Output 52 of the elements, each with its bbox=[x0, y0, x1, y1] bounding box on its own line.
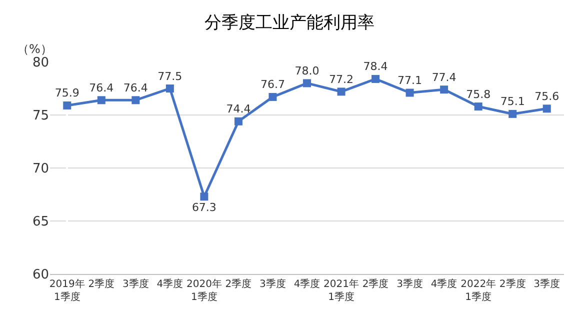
data-label: 75.8 bbox=[466, 88, 491, 101]
point bbox=[268, 92, 277, 101]
point bbox=[166, 84, 174, 92]
y-tick-label: 60 bbox=[32, 268, 49, 283]
y-axis-title: （%） bbox=[17, 42, 52, 56]
data-label: 77.2 bbox=[329, 72, 354, 86]
point bbox=[474, 102, 482, 111]
data-label: 77.5 bbox=[158, 70, 182, 83]
x-tick-label: 2季度 bbox=[362, 278, 389, 290]
x-tick-label: 4季度 bbox=[294, 278, 320, 290]
data-label: 75.6 bbox=[534, 90, 560, 103]
y-tick-label: 70 bbox=[32, 162, 49, 177]
point bbox=[508, 110, 517, 118]
y-tick-label: 65 bbox=[32, 214, 49, 230]
data-label: 77.1 bbox=[398, 74, 422, 87]
data-label: 74.4 bbox=[226, 102, 251, 116]
x-tick-label: 3季度 bbox=[122, 278, 149, 290]
x-tick-label: 2020年 1季度 bbox=[186, 278, 222, 303]
x-tick-label: 2季度 bbox=[499, 278, 526, 290]
point bbox=[303, 79, 311, 88]
data-label: 76.4 bbox=[89, 81, 114, 94]
x-tick-label: 4季度 bbox=[430, 278, 458, 290]
data-label: 76.7 bbox=[260, 78, 285, 92]
x-tick-label: 3季度 bbox=[534, 278, 560, 290]
point bbox=[132, 96, 140, 104]
x-tick-label: 3季度 bbox=[260, 278, 286, 290]
x-tick-label: 2019年 1季度 bbox=[49, 278, 85, 303]
point bbox=[406, 88, 414, 97]
point bbox=[440, 86, 448, 94]
y-tick-label: 80 bbox=[32, 56, 49, 71]
chart-title: 分季度工业产能利用率 bbox=[204, 13, 374, 33]
data-label: 77.4 bbox=[432, 70, 456, 84]
point bbox=[542, 104, 551, 113]
data-label: 75.9 bbox=[54, 86, 80, 100]
x-tick-label: 4季度 bbox=[156, 278, 184, 290]
point bbox=[372, 74, 380, 83]
y-tick-label: 75 bbox=[32, 108, 49, 124]
point bbox=[63, 101, 72, 110]
x-tick-label: 2季度 bbox=[88, 278, 115, 290]
point bbox=[200, 192, 208, 201]
point bbox=[234, 117, 242, 126]
data-label: 76.4 bbox=[123, 81, 148, 94]
x-tick-label: 2021年 1季度 bbox=[324, 278, 359, 303]
data-label: 67.3 bbox=[192, 200, 216, 214]
data-label: 78.4 bbox=[363, 60, 388, 74]
point bbox=[337, 88, 346, 96]
x-tick-label: 3季度 bbox=[396, 278, 423, 290]
x-tick-label: 2022年 1季度 bbox=[460, 278, 496, 303]
data-label: 75.1 bbox=[500, 95, 525, 108]
data-label: 78.0 bbox=[294, 64, 320, 78]
x-tick-label: 2季度 bbox=[225, 278, 252, 290]
point bbox=[97, 96, 106, 104]
